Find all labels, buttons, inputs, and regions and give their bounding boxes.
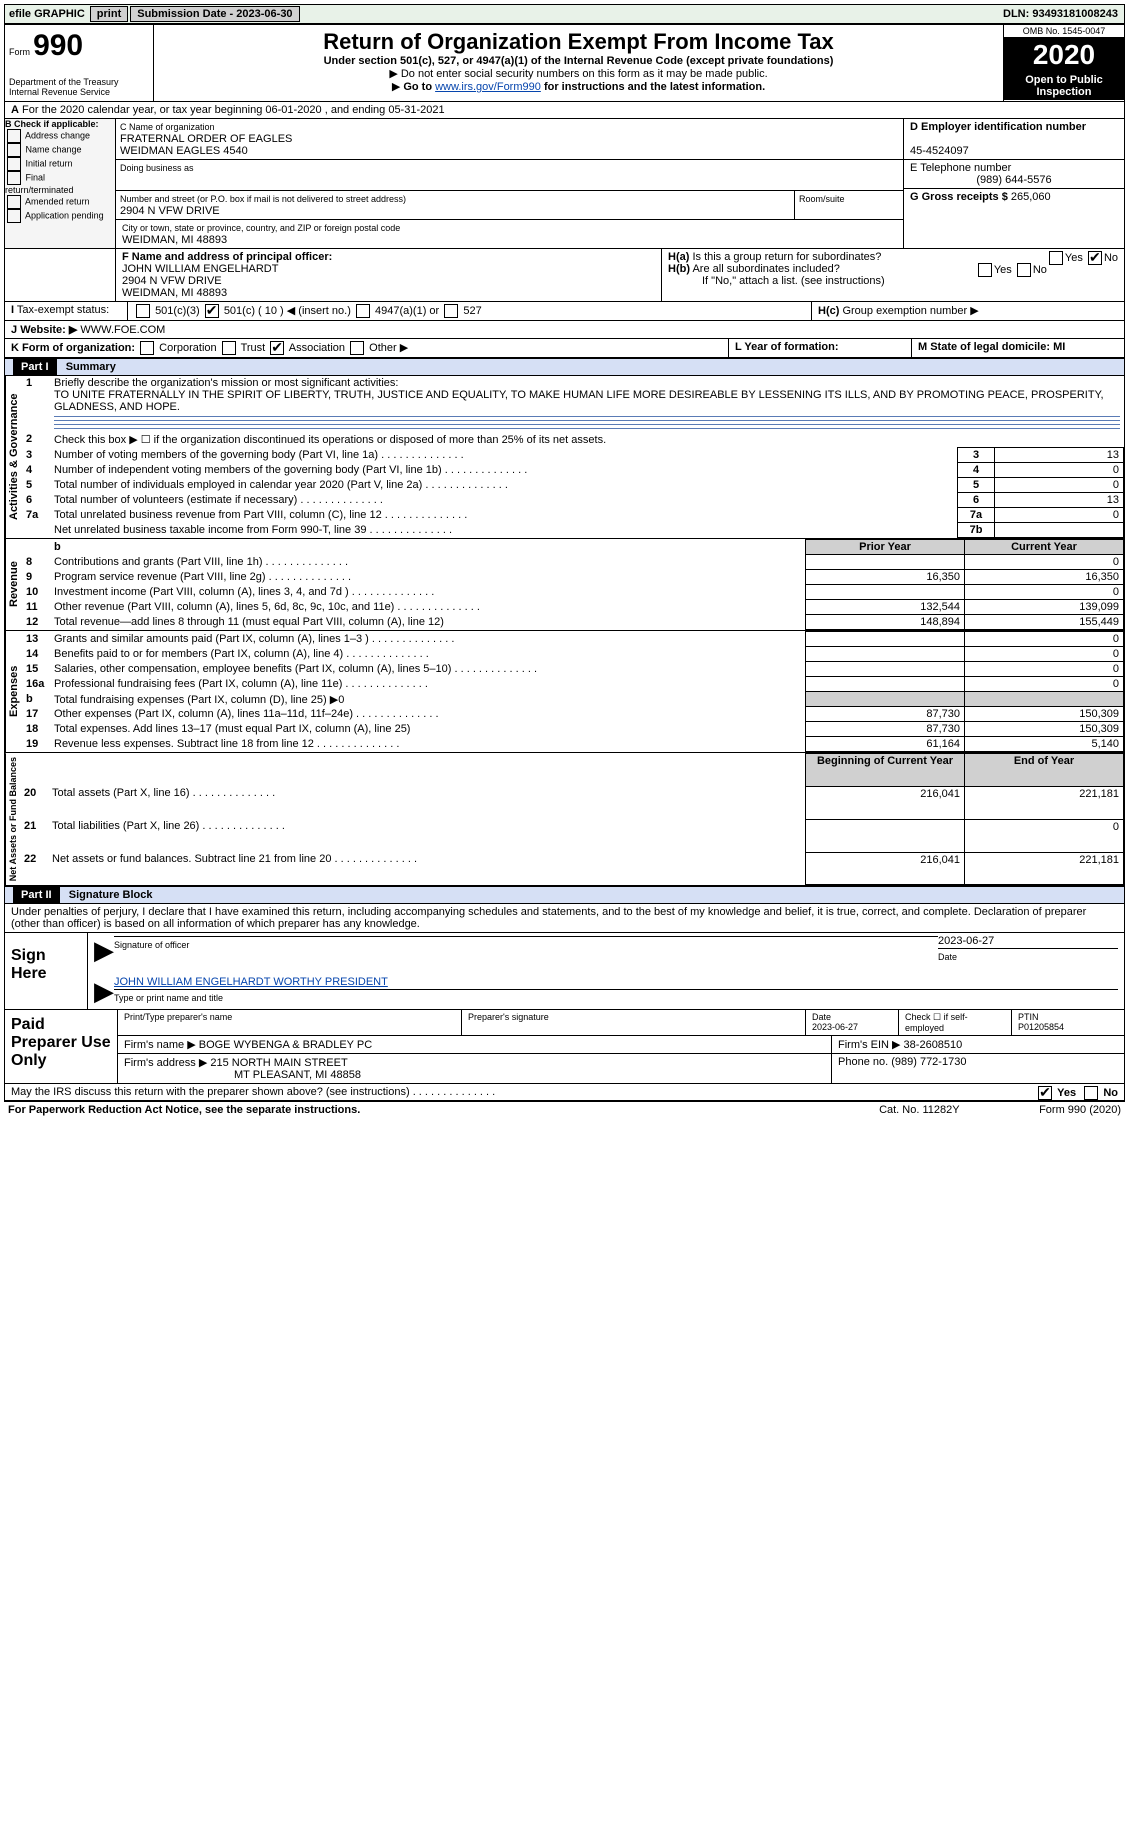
side-expenses: Expenses xyxy=(5,631,22,752)
501c-checkbox[interactable] xyxy=(205,304,219,318)
org-name: FRATERNAL ORDER OF EAGLES xyxy=(120,133,292,145)
line-a: A For the 2020 calendar year, or tax yea… xyxy=(5,102,1124,119)
sign-here-label: Sign Here xyxy=(5,933,88,1009)
website: WWW.FOE.COM xyxy=(80,324,165,336)
submission-date: Submission Date - 2023-06-30 xyxy=(130,6,299,22)
open-public: Open to Public Inspection xyxy=(1004,73,1124,100)
side-activities: Activities & Governance xyxy=(5,376,22,538)
org-address: 2904 N VFW DRIVE xyxy=(120,205,220,217)
efile-topbar: efile GRAPHIC print Submission Date - 20… xyxy=(4,4,1125,24)
form-title: Return of Organization Exempt From Incom… xyxy=(158,29,999,55)
form-990: Form 990 Department of the Treasury Inte… xyxy=(4,24,1125,1102)
officer-name: JOHN WILLIAM ENGELHARDT xyxy=(122,263,278,275)
dln: DLN: 93493181008243 xyxy=(1003,8,1124,20)
amended-checkbox[interactable] xyxy=(7,195,21,209)
final-return-checkbox[interactable] xyxy=(7,171,21,185)
part-2-header: Part II Signature Block xyxy=(5,886,1124,904)
discuss-yes[interactable] xyxy=(1038,1086,1052,1100)
association-checkbox[interactable] xyxy=(270,341,284,355)
firm-phone: Phone no. (989) 772-1730 xyxy=(832,1054,1124,1083)
perjury-declaration: Under penalties of perjury, I declare th… xyxy=(5,904,1124,933)
side-revenue: Revenue xyxy=(5,539,22,630)
firm-ein: Firm's EIN ▶ 38-2608510 xyxy=(832,1036,1124,1053)
addr-change-checkbox[interactable] xyxy=(7,129,21,143)
ptin: P01205854 xyxy=(1018,1022,1064,1032)
gross-receipts: 265,060 xyxy=(1011,191,1051,203)
pending-checkbox[interactable] xyxy=(7,209,21,223)
instructions-link[interactable]: www.irs.gov/Form990 xyxy=(435,81,541,93)
group-return-no[interactable] xyxy=(1088,251,1102,265)
firm-name: Firm's name ▶ BOGE WYBENGA & BRADLEY PC xyxy=(118,1036,832,1053)
form-header: Form 990 Department of the Treasury Inte… xyxy=(5,25,1124,102)
paid-preparer-label: Paid Preparer Use Only xyxy=(5,1010,118,1083)
part-1-header: Part I Summary xyxy=(5,358,1124,376)
form-number: 990 xyxy=(33,29,83,62)
ein: 45-4524097 xyxy=(910,145,969,157)
tax-year: 2020 xyxy=(1004,38,1124,73)
print-button[interactable]: print xyxy=(90,6,128,22)
org-city: WEIDMAN, MI 48893 xyxy=(122,234,227,246)
omb: OMB No. 1545-0047 xyxy=(1004,25,1124,38)
mission: TO UNITE FRATERNALLY IN THE SPIRIT OF LI… xyxy=(54,389,1104,413)
name-change-checkbox[interactable] xyxy=(7,143,21,157)
phone: (989) 644-5576 xyxy=(910,174,1118,186)
page-footer: For Paperwork Reduction Act Notice, see … xyxy=(4,1102,1125,1118)
section-b: B Check if applicable: Address change Na… xyxy=(5,119,116,248)
officer-signature[interactable]: JOHN WILLIAM ENGELHARDT WORTHY PRESIDENT xyxy=(114,976,388,988)
efile-label: efile GRAPHIC xyxy=(5,8,89,20)
initial-return-checkbox[interactable] xyxy=(7,157,21,171)
side-net-assets: Net Assets or Fund Balances xyxy=(5,753,20,885)
